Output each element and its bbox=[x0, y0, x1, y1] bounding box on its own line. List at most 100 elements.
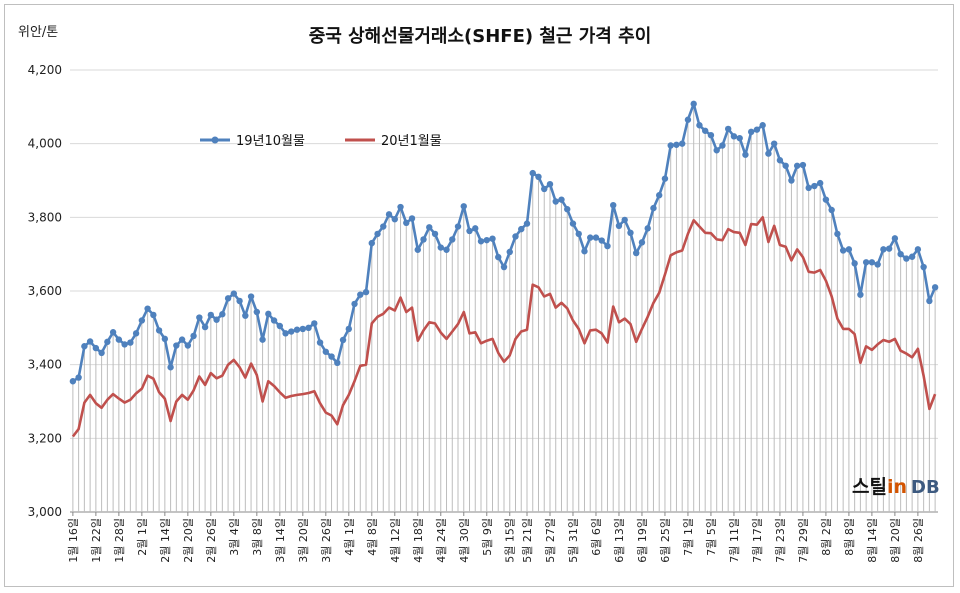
data-point bbox=[776, 157, 784, 164]
data-point bbox=[339, 336, 347, 344]
data-point bbox=[874, 261, 881, 268]
data-point bbox=[259, 336, 266, 343]
y-tick-labels: 3,000 3,200 3,400 3,600 3,800 4,000 4,200 bbox=[28, 63, 62, 519]
data-point bbox=[506, 248, 513, 256]
x-tick-label: 3월 14일 bbox=[273, 518, 287, 563]
data-point bbox=[633, 249, 640, 257]
grid bbox=[70, 69, 938, 513]
data-point bbox=[362, 288, 370, 296]
data-point bbox=[173, 342, 180, 349]
x-tick-label: 7월 5일 bbox=[704, 518, 718, 556]
data-point bbox=[483, 236, 490, 244]
legend: 19년10월물 20년1월물 bbox=[200, 134, 442, 149]
data-point bbox=[857, 291, 864, 298]
chart-frame bbox=[4, 4, 954, 587]
x-tick-label: 4월 18일 bbox=[411, 518, 425, 563]
series-group bbox=[69, 100, 939, 438]
x-tick-label: 8월 20일 bbox=[888, 518, 902, 563]
data-point bbox=[759, 122, 766, 129]
data-point bbox=[288, 328, 295, 335]
data-point bbox=[351, 300, 358, 308]
data-point bbox=[816, 179, 824, 187]
data-point bbox=[707, 131, 715, 139]
data-point bbox=[650, 204, 657, 212]
data-point bbox=[178, 336, 186, 343]
data-point bbox=[845, 246, 853, 253]
data-point bbox=[627, 229, 634, 237]
x-tick-label: 8월 14일 bbox=[865, 518, 879, 563]
data-point bbox=[242, 312, 249, 319]
data-point bbox=[81, 343, 88, 350]
x-tick-label: 5월 27일 bbox=[543, 518, 557, 563]
y-tick-label: 4,000 bbox=[28, 137, 62, 151]
data-point bbox=[604, 242, 611, 250]
x-tick-label: 1월 28일 bbox=[112, 518, 126, 563]
x-tick-label: 4월 1일 bbox=[342, 518, 356, 556]
data-point bbox=[449, 236, 456, 243]
data-point bbox=[535, 173, 542, 181]
data-point bbox=[615, 222, 623, 230]
x-tick-label: 3월 4일 bbox=[227, 518, 241, 556]
data-point bbox=[345, 325, 352, 333]
data-point bbox=[477, 238, 485, 245]
data-point bbox=[587, 234, 594, 241]
data-point bbox=[322, 348, 330, 355]
data-point bbox=[155, 327, 163, 334]
data-point bbox=[656, 192, 663, 199]
data-point bbox=[190, 332, 197, 340]
x-tick-label: 1월 22일 bbox=[89, 518, 103, 563]
data-point bbox=[374, 230, 381, 238]
data-point bbox=[885, 245, 893, 252]
x-tick-label: 2월 26일 bbox=[204, 518, 218, 563]
data-point bbox=[903, 255, 910, 262]
x-tick-label: 5월 31일 bbox=[566, 518, 580, 563]
data-point bbox=[500, 263, 508, 271]
data-point bbox=[862, 259, 870, 266]
data-point bbox=[201, 323, 209, 331]
data-point bbox=[282, 330, 289, 337]
data-point bbox=[161, 335, 169, 343]
data-point bbox=[828, 206, 835, 214]
data-point bbox=[719, 142, 726, 149]
y-tick-label: 3,800 bbox=[28, 210, 62, 224]
data-point bbox=[529, 169, 536, 177]
logo-part-1: 스틸 bbox=[852, 476, 887, 498]
data-point bbox=[397, 203, 404, 211]
data-point bbox=[219, 311, 226, 318]
data-point bbox=[454, 223, 462, 230]
data-point bbox=[311, 320, 318, 327]
x-tick-label: 6월 13일 bbox=[612, 518, 626, 563]
data-point bbox=[230, 290, 238, 297]
data-point bbox=[638, 239, 646, 246]
data-point bbox=[730, 133, 738, 140]
data-point bbox=[621, 216, 628, 224]
data-point bbox=[132, 330, 140, 337]
x-tick-label: 4월 24일 bbox=[434, 518, 448, 563]
data-point bbox=[466, 227, 473, 235]
x-tick-label: 1월 16일 bbox=[66, 518, 80, 563]
data-point bbox=[546, 180, 554, 188]
data-point bbox=[357, 291, 364, 298]
data-point bbox=[541, 185, 548, 193]
data-point bbox=[391, 215, 398, 223]
data-point bbox=[736, 134, 743, 142]
x-tick-label: 7월 1일 bbox=[681, 518, 695, 556]
x-tick-label: 6월 19일 bbox=[635, 518, 649, 563]
x-tick-label: 5월 21일 bbox=[520, 518, 534, 563]
data-point bbox=[788, 177, 795, 184]
data-point bbox=[334, 359, 341, 367]
x-tick-label: 2월 20일 bbox=[181, 518, 195, 563]
data-point bbox=[86, 338, 94, 345]
data-point bbox=[328, 353, 335, 360]
data-point bbox=[368, 239, 375, 247]
data-point bbox=[420, 236, 427, 243]
y-tick-label: 3,000 bbox=[28, 505, 62, 519]
data-point bbox=[558, 196, 565, 203]
data-point bbox=[431, 230, 439, 238]
data-point bbox=[213, 316, 220, 323]
legend-marker-series-1 bbox=[211, 136, 219, 144]
x-tick-label: 8월 8일 bbox=[842, 518, 856, 556]
data-point bbox=[914, 246, 922, 253]
x-tick-label: 7월 17일 bbox=[750, 518, 764, 563]
